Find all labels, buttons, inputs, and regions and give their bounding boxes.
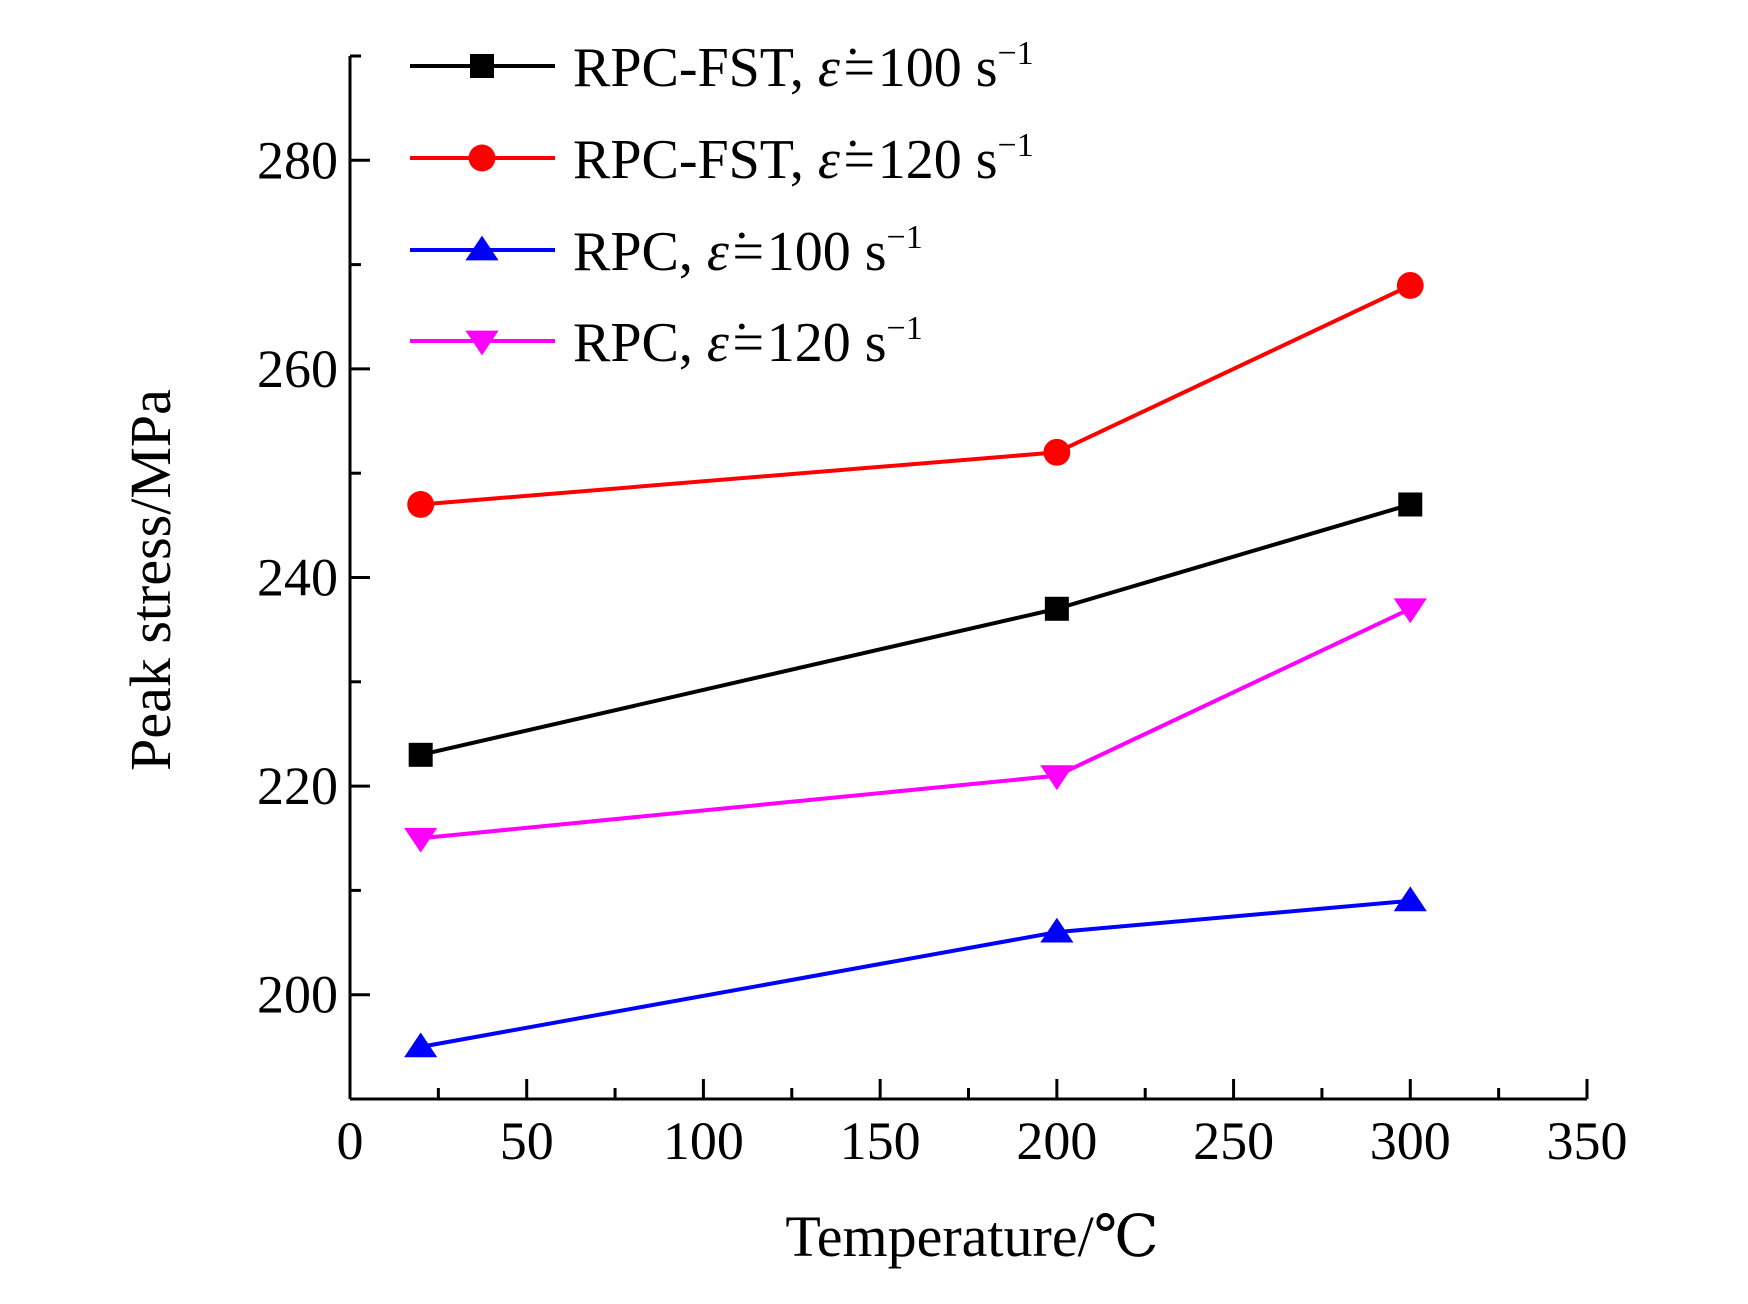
x-tick-label: 50 xyxy=(500,1111,554,1171)
x-tick-label: 350 xyxy=(1547,1111,1628,1171)
legend-rate-value: 120 s xyxy=(878,129,998,191)
plot-series xyxy=(404,272,1427,1058)
data-point-circle xyxy=(407,491,435,518)
legend-rate-value: 100 s xyxy=(767,221,887,283)
y-tick-label: 240 xyxy=(257,548,338,608)
legend-unit-exponent: −1 xyxy=(887,310,923,347)
x-tick-label: 250 xyxy=(1193,1111,1274,1171)
x-axis-title: Temperature/℃ xyxy=(785,1204,1158,1269)
x-tick-label: 0 xyxy=(337,1111,364,1171)
data-point-triangle-up xyxy=(1393,886,1427,912)
legend-strain-rate-symbol: ε̇= xyxy=(707,221,767,283)
legend-separator: , xyxy=(790,129,818,191)
data-point-triangle-up xyxy=(404,1032,438,1058)
y-tick-label: 200 xyxy=(257,965,338,1025)
legend-separator: , xyxy=(790,37,818,99)
x-tick-label: 300 xyxy=(1370,1111,1451,1171)
x-tick-label: 200 xyxy=(1016,1111,1097,1171)
series-3 xyxy=(404,886,1427,1058)
data-point-triangle-up xyxy=(465,235,499,261)
legend-label: RPC, ε̇=120 s−1 xyxy=(573,310,923,374)
series-line xyxy=(420,502,1411,757)
legend-unit-exponent: −1 xyxy=(887,219,923,256)
y-axis-title: Peak stress/MPa xyxy=(118,389,183,771)
legend-item-4: RPC, ε̇=120 s−1 xyxy=(410,310,923,374)
axes: 0 50 100 150 200 250 300 350 200 220 240 260 280 xyxy=(257,54,1628,1171)
data-point-triangle-up xyxy=(1040,917,1074,943)
y-tick-label: 280 xyxy=(257,130,338,190)
legend-label: RPC-FST, ε̇=120 s−1 xyxy=(573,127,1034,191)
series-line xyxy=(420,898,1411,1049)
legend-item-2: RPC-FST, ε̇=120 s−1 xyxy=(410,127,1034,191)
data-point-square xyxy=(1398,492,1423,517)
legend-item-1: RPC-FST, ε̇=100 s−1 xyxy=(410,35,1034,99)
legend-label: RPC-FST, ε̇=100 s−1 xyxy=(573,35,1034,99)
series-2 xyxy=(407,272,1424,518)
legend-label: RPC, ε̇=100 s−1 xyxy=(573,219,923,283)
legend-unit-exponent: −1 xyxy=(998,35,1034,72)
series-1 xyxy=(408,492,1423,767)
legend-unit-exponent: −1 xyxy=(998,127,1034,164)
data-point-triangle-down xyxy=(465,330,499,356)
legend-rate-value: 120 s xyxy=(767,312,887,374)
data-point-square xyxy=(408,742,433,767)
legend-separator: , xyxy=(679,312,707,374)
data-point-triangle-down xyxy=(1393,598,1427,624)
data-point-triangle-down xyxy=(404,827,438,853)
series-4 xyxy=(404,598,1427,853)
data-point-square xyxy=(470,54,494,78)
y-tick-label: 220 xyxy=(257,756,338,816)
y-tick-label: 260 xyxy=(257,339,338,399)
legend-series-name: RPC xyxy=(573,312,679,374)
legend-strain-rate-symbol: ε̇= xyxy=(818,129,878,191)
data-point-circle xyxy=(1043,438,1071,466)
legend-series-name: RPC xyxy=(573,221,679,283)
data-point-triangle-down xyxy=(1040,765,1074,791)
legend-strain-rate-symbol: ε̇= xyxy=(818,37,878,99)
legend-series-name: RPC-FST xyxy=(573,37,794,99)
x-tick-label: 100 xyxy=(663,1111,744,1171)
data-point-circle xyxy=(468,144,496,172)
legend-separator: , xyxy=(679,221,707,283)
legend-series-name: RPC-FST xyxy=(573,129,794,191)
legend-rate-value: 100 s xyxy=(878,37,998,99)
legend-strain-rate-symbol: ε̇= xyxy=(707,312,767,374)
data-point-square xyxy=(1044,596,1069,621)
legend-item-3: RPC, ε̇=100 s−1 xyxy=(410,219,923,283)
data-point-circle xyxy=(1396,272,1424,299)
x-tick-label: 150 xyxy=(840,1111,921,1171)
